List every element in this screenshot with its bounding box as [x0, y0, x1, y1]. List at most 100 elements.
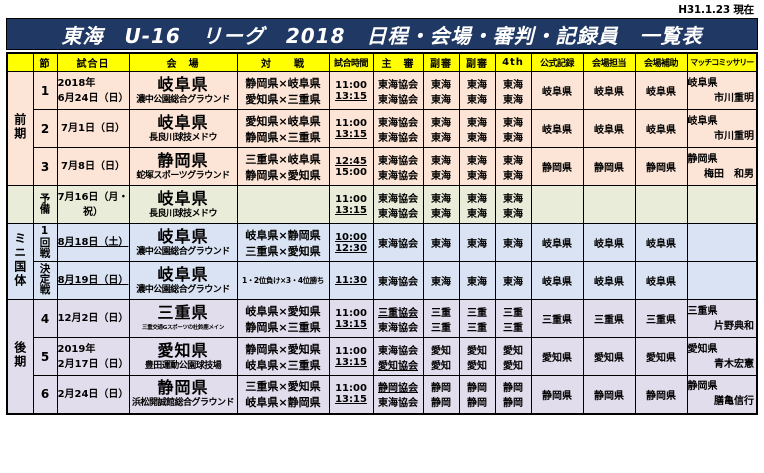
referee-top: 東海協会	[378, 79, 418, 91]
match-pairing-cell: 岐阜県×静岡県 三重県×愛知県	[236, 223, 330, 262]
header-match: 対 戦	[236, 52, 330, 72]
assistant-1-cell: 静岡 静岡	[422, 375, 460, 414]
assistant-2-top: 東海	[467, 277, 487, 288]
assistant-1-cell: 愛知 愛知	[422, 337, 460, 376]
match-pairing-cell: 三重県×愛知県 岐阜県×静岡県	[236, 375, 330, 414]
venue: 静岡県 蛇塚スポーツグラウンド	[128, 147, 238, 186]
fourth-official-bottom: 三重	[503, 322, 523, 334]
assistant-2-top: 静岡	[467, 383, 487, 395]
venue-ground-name: 濃中公園総合グラウンド	[136, 284, 230, 295]
venue-prefecture: 岐阜県	[157, 188, 209, 208]
official-record: 岐阜県	[530, 223, 584, 262]
round-number: 決定戦	[32, 261, 58, 300]
kickoff-time-cell: 11:00 13:15	[328, 337, 374, 376]
assistant-1-cell: 東海 東海	[422, 71, 460, 110]
match-pairing-top: 愛知県×岐阜県	[245, 114, 321, 128]
venue-support-text: 岐阜県	[646, 239, 676, 250]
official-record-text: 岐阜県	[542, 87, 572, 98]
round-number-text: 6	[40, 387, 50, 402]
venue-prefecture: 岐阜県	[157, 226, 209, 246]
kickoff-time-cell: 11:00 13:15	[328, 299, 374, 338]
match-date-day: 7月16日（月・祝）	[57, 191, 129, 218]
header-venue-staff: 会場担当	[582, 52, 636, 72]
match-date: 7月16日（月・祝）	[56, 185, 130, 224]
kickoff-time-top: 10:00	[335, 231, 367, 243]
table-row: 後期 4 12月2日（日） 三重県 三重交通Gスポーツの杜鈴鹿メイン 岐阜県×愛知県 静岡県…	[6, 299, 758, 414]
venue-ground-name: 豊田運動公園球技場	[144, 360, 222, 371]
assistant-2-top: 東海	[467, 239, 487, 250]
official-record-text: 静岡県	[542, 163, 572, 174]
round-number: 予備	[32, 185, 58, 224]
assistant-2-cell: 東海 東海	[458, 71, 496, 110]
match-pairing-top: 三重県×岐阜県	[245, 152, 321, 166]
header-band	[6, 52, 34, 72]
table-row: 6 2月24日（日） 静岡県 浜松開誠館総合グラウンド 三重県×愛知県 岐阜県×静岡県 11…	[7, 375, 758, 414]
venue-ground-name: 濃中公園総合グラウンド	[136, 94, 230, 105]
match-pairing-bottom: 静岡県×三重県	[245, 130, 321, 144]
assistant-2-cell: 東海	[458, 261, 496, 300]
fourth-official-bottom: 愛知	[503, 360, 523, 372]
match-commissary: 岐阜県 市川重明	[686, 71, 758, 110]
assistant-2-top: 愛知	[467, 345, 487, 357]
kickoff-time-bottom: 13:15	[335, 318, 367, 330]
match-commissary: 岐阜県 市川重明	[686, 109, 758, 148]
official-record: 三重県	[530, 299, 584, 338]
round-number-text: 2	[40, 121, 50, 136]
assistant-2-cell: 東海 東海	[458, 147, 496, 186]
round-number: 6	[32, 375, 58, 414]
match-commissary	[686, 261, 758, 300]
venue-support-text: 岐阜県	[646, 125, 676, 136]
assistant-1-top: 東海	[431, 79, 451, 91]
venue-staff: 岐阜県	[582, 109, 636, 148]
match-commissary-prefecture: 三重県	[687, 305, 718, 317]
round-number: 2	[32, 109, 58, 148]
match-date-day: 7月8日（日）	[61, 161, 125, 172]
match-pairing-cell: 愛知県×岐阜県 静岡県×三重県	[236, 109, 330, 148]
referee-top: 静岡協会	[378, 383, 418, 395]
venue-staff: 静岡県	[582, 375, 636, 414]
band-label-text: 後期	[12, 340, 27, 369]
venue-ground-name: 蛇塚スポーツグラウンド	[136, 170, 230, 181]
venue-support: 岐阜県	[634, 223, 688, 262]
assistant-2-bottom: 東海	[467, 132, 487, 144]
assistant-2-bottom: 愛知	[467, 360, 487, 372]
header-official-record: 公式記録	[530, 52, 584, 72]
assistant-1-top: 東海	[431, 277, 451, 288]
kickoff-time-cell: 11:30	[328, 261, 374, 300]
fourth-official-cell: 東海 東海	[494, 71, 532, 110]
venue: 岐阜県 濃中公園総合グラウンド	[128, 223, 238, 262]
match-commissary-name: 片野典和	[714, 320, 754, 332]
venue-prefecture: 岐阜県	[157, 74, 209, 94]
match-pairing: 1・2位負け×3・4位勝ち	[242, 276, 324, 285]
venue: 岐阜県 濃中公園総合グラウンド	[128, 261, 238, 300]
header-date: 試合日	[56, 52, 130, 72]
table-row: 2 7月1日（日） 岐阜県 長良川球技メドウ 愛知県×岐阜県 静岡県×三重県 11:00 13…	[7, 109, 758, 148]
match-commissary: 三重県片野典和	[686, 299, 758, 338]
venue-support: 三重県	[634, 299, 688, 338]
official-record	[530, 185, 584, 224]
header-assistant-1: 副審	[422, 52, 460, 72]
official-record-text: 愛知県	[542, 353, 572, 364]
assistant-2-top: 東海	[467, 193, 487, 205]
venue-prefecture: 三重県	[157, 302, 209, 322]
venue-prefecture: 岐阜県	[157, 264, 209, 284]
venue-support-text: 静岡県	[646, 163, 676, 174]
fourth-official-bottom: 東海	[503, 170, 523, 182]
kickoff-time-cell: 12:45 15:00	[328, 147, 374, 186]
official-record: 岐阜県	[530, 109, 584, 148]
venue-ground-name: 三重交通Gスポーツの杜鈴鹿メイン	[141, 324, 225, 331]
fourth-official-top: 東海	[503, 193, 523, 205]
match-commissary-name: 市川重明	[714, 92, 754, 104]
assistant-2-cell: 東海	[458, 223, 496, 262]
referee-top: 三重協会	[378, 307, 418, 319]
match-commissary: 静岡県 梅田 和男	[686, 147, 758, 186]
assistant-1-bottom: 静岡	[431, 398, 451, 410]
match-commissary	[686, 223, 758, 262]
schedule-table: 節 試合日 会 場 対 戦 試合時間 主 審 副審 副審 4th 公式記録 会場…	[6, 52, 758, 415]
match-date: 7月8日（日）	[56, 147, 130, 186]
venue-staff: 愛知県	[582, 337, 636, 376]
venue-support: 岐阜県	[634, 109, 688, 148]
venue-support: 愛知県	[634, 337, 688, 376]
kickoff-time-cell: 11:00 13:15	[328, 71, 374, 110]
venue: 岐阜県 長良川球技メドウ	[128, 185, 238, 224]
